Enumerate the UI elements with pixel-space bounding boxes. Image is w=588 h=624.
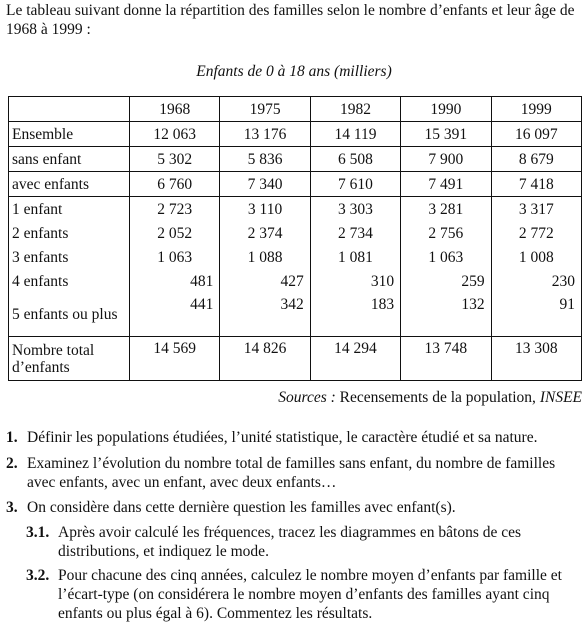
cell-value: 3 317 [490,196,583,221]
cell-value: 342 [219,293,311,337]
cell-value: 13 748 [400,336,492,381]
cell-value: 481 [128,269,221,293]
cell-value: 3 110 [219,196,311,221]
cell-value: 12 063 [128,121,221,147]
table-row: Ensemble 12 063 13 176 14 119 15 391 16 … [8,121,583,147]
table-row: 1 enfant 2 723 3 110 3 303 3 281 3 317 [8,196,583,221]
cell-value: 1 063 [128,245,221,269]
cell-value: 13 176 [219,121,311,147]
cell-value: 1 008 [490,245,583,269]
row-label: 3 enfants [8,245,130,269]
header-empty-cell [8,96,130,122]
question-text: Examinez l’évolution du nombre total de … [27,455,556,491]
cell-value: 2 734 [309,221,402,245]
row-label: avec enfants [8,171,130,197]
table-row: 3 enfants 1 063 1 088 1 081 1 063 1 008 [8,245,583,269]
cell-value: 427 [219,269,311,293]
cell-value: 2 052 [128,221,221,245]
header-year: 1975 [219,96,311,122]
question-3-1: 3.1. Après avoir calculé les fréquences,… [6,523,582,561]
source-note: Sources : Recensements de la population,… [278,388,582,407]
cell-value: 14 826 [219,336,311,381]
table-row: 4 enfants 481 427 310 259 230 [8,269,583,293]
cell-value: 13 308 [490,336,583,381]
source-org: INSEE [539,389,582,406]
question-1: 1. Définir les populations étudiées, l’u… [6,428,582,447]
cell-value: 132 [400,293,492,337]
question-number: 1. [6,429,18,446]
table-row: avec enfants 6 760 7 340 7 610 7 491 7 4… [8,171,583,197]
cell-value: 15 391 [400,121,492,147]
row-label: 5 enfants ou plus [8,293,130,337]
cell-value: 1 081 [309,245,402,269]
intro-text: Le tableau suivant donne la répartition … [6,2,575,38]
cell-value: 1 088 [219,245,311,269]
cell-value: 1 063 [400,245,492,269]
question-2: 2. Examinez l’évolution du nombre total … [6,454,582,492]
cell-value: 2 772 [490,221,583,245]
row-label: sans enfant [8,146,130,172]
cell-value: 2 756 [400,221,492,245]
row-label: Ensemble [8,121,130,147]
cell-value: 14 569 [128,336,221,381]
header-year: 1990 [400,96,492,122]
cell-value: 7 900 [400,146,492,172]
question-text: On considère dans cette dernière questio… [27,499,456,516]
question-number: 2. [6,455,18,472]
source-body: Recensements de la population, [335,389,540,406]
cell-value: 2 374 [219,221,311,245]
table-caption: Enfants de 0 à 18 ans (milliers) [196,63,392,80]
header-year: 1999 [490,96,583,122]
row-label: 1 enfant [8,196,130,221]
table-row: 2 enfants 2 052 2 374 2 734 2 756 2 772 [8,221,583,245]
cell-value: 7 610 [309,171,402,197]
table-row: 5 enfants ou plus 441 342 183 132 91 [8,293,583,337]
cell-value: 259 [400,269,492,293]
cell-value: 3 281 [400,196,492,221]
cell-value: 310 [309,269,402,293]
cell-value: 5 836 [219,146,311,172]
header-year: 1968 [128,96,221,122]
cell-value: 14 119 [309,121,402,147]
cell-value: 14 294 [309,336,402,381]
question-3: 3. On considère dans cette dernière ques… [6,498,582,517]
question-text: Définir les populations étudiées, l’unit… [27,429,538,446]
cell-value: 183 [309,293,402,337]
question-number: 3.1. [26,524,50,541]
cell-value: 7 340 [219,171,311,197]
cell-value: 6 508 [309,146,402,172]
header-year: 1982 [309,96,402,122]
row-label: Nombre total d’enfants [8,336,130,381]
cell-value: 441 [128,293,221,337]
row-label: 4 enfants [8,269,130,293]
families-table: 1968 1975 1982 1990 1999 Ensemble 12 063… [8,96,583,381]
cell-value: 230 [490,269,583,293]
cell-value: 16 097 [490,121,583,147]
cell-value: 7 418 [490,171,583,197]
cell-value: 6 760 [128,171,221,197]
row-label: 2 enfants [8,221,130,245]
cell-value: 91 [490,293,583,337]
cell-value: 2 723 [128,196,221,221]
question-3-2: 3.2. Pour chacune des cinq années, calcu… [6,566,582,623]
question-text: Après avoir calculé les fréquences, trac… [58,524,522,560]
table-row: Nombre total d’enfants 14 569 14 826 14 … [8,336,583,381]
cell-value: 5 302 [128,146,221,172]
table-row: sans enfant 5 302 5 836 6 508 7 900 8 67… [8,146,583,172]
cell-value: 7 491 [400,171,492,197]
cell-value: 8 679 [490,146,583,172]
question-number: 3.2. [26,567,50,584]
cell-value: 3 303 [309,196,402,221]
table-header-row: 1968 1975 1982 1990 1999 [8,96,583,122]
question-number: 3. [6,499,18,516]
question-text: Pour chacune des cinq années, calculez l… [58,567,562,622]
source-prefix: Sources : [278,389,336,406]
